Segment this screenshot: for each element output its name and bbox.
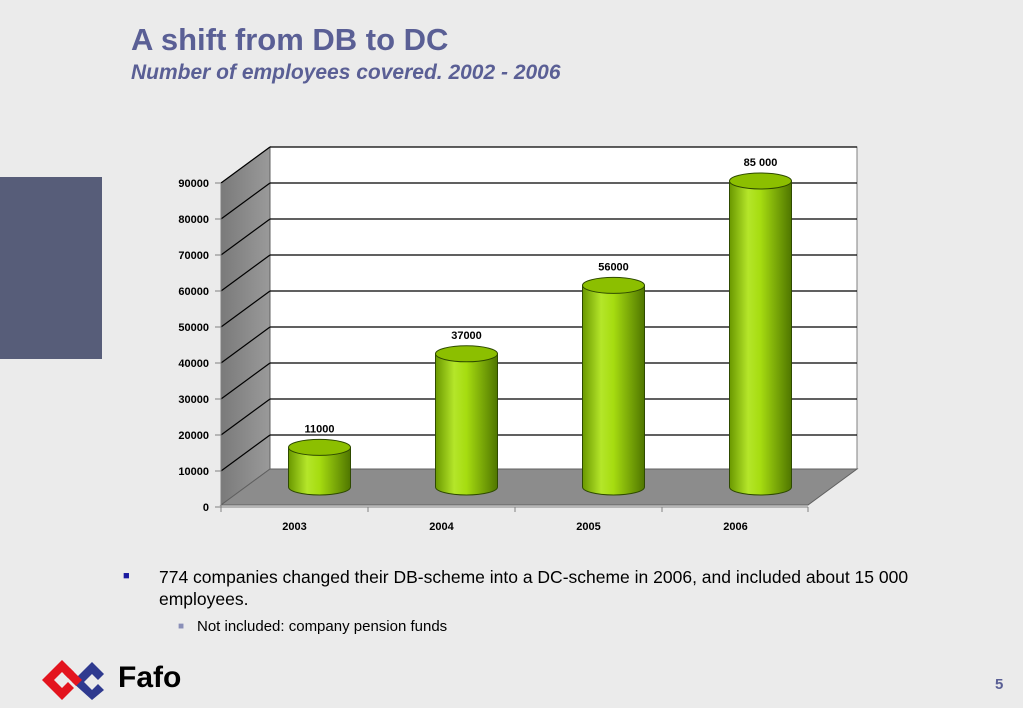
page-number: 5 (995, 676, 1004, 693)
gridline-side (220, 362, 271, 400)
bar-top (288, 438, 351, 456)
bullet-text-main: 774 companies changed their DB-scheme in… (159, 567, 909, 609)
square-bullet-icon: ■ (123, 570, 130, 582)
logo-text: Fafo (118, 661, 182, 694)
data-label: 56000 (598, 261, 629, 273)
x-tick-label: 2004 (429, 521, 454, 533)
slide-title: A shift from DB to DC (131, 22, 449, 57)
bar-top (582, 276, 645, 294)
data-label: 85 000 (744, 157, 778, 169)
fafo-logo-icon (42, 660, 104, 700)
bar-body (288, 446, 351, 496)
x-tick-label: 2005 (576, 521, 600, 533)
bar (288, 438, 351, 496)
gridline-side (220, 326, 271, 364)
bar (729, 172, 792, 496)
bar (435, 345, 498, 496)
side-decoration-block (0, 177, 102, 359)
gridline-side (220, 254, 271, 292)
y-tick-label: 30000 (178, 394, 209, 406)
y-tick-label: 0 (203, 502, 209, 514)
bar-body (729, 180, 792, 496)
y-tick-label: 80000 (178, 214, 209, 226)
y-tick-label: 40000 (178, 358, 209, 370)
data-label: 11000 (305, 423, 335, 435)
square-bullet-icon: ■ (178, 621, 185, 632)
gridline-side (220, 218, 271, 256)
data-label: 37000 (451, 330, 482, 342)
bar-top (729, 172, 792, 190)
y-tick-label: 50000 (178, 322, 209, 334)
y-tick-label: 60000 (178, 286, 209, 298)
bullet-item-sub: ■ Not included: company pension funds (123, 618, 983, 636)
bar-body (582, 284, 645, 496)
y-tick-label: 20000 (178, 430, 209, 442)
bar-body (435, 353, 498, 496)
slide-subtitle: Number of employees covered. 2002 - 2006 (131, 61, 561, 84)
bullet-text-sub: Not included: company pension funds (197, 618, 448, 635)
gridline-side (220, 182, 271, 220)
bar-chart: 0 10000 20000 30000 40000 50000 60000 70000 8000… (178, 146, 859, 533)
x-tick-label: 2003 (282, 521, 306, 533)
gridline-side (220, 290, 271, 328)
bullet-item-main: ■ 774 companies changed their DB-scheme … (123, 566, 983, 610)
y-tick-label: 10000 (178, 466, 209, 478)
bar-top (435, 345, 498, 363)
y-tick-label: 90000 (178, 178, 209, 190)
y-tick-label: 70000 (178, 250, 209, 262)
x-tick-label: 2006 (723, 521, 747, 533)
gridline-side (220, 398, 271, 436)
chart-floor (219, 468, 859, 506)
gridline-side (220, 434, 271, 472)
bullet-list: ■ 774 companies changed their DB-scheme … (123, 566, 983, 636)
bar (582, 276, 645, 496)
gridline-side (220, 146, 271, 184)
